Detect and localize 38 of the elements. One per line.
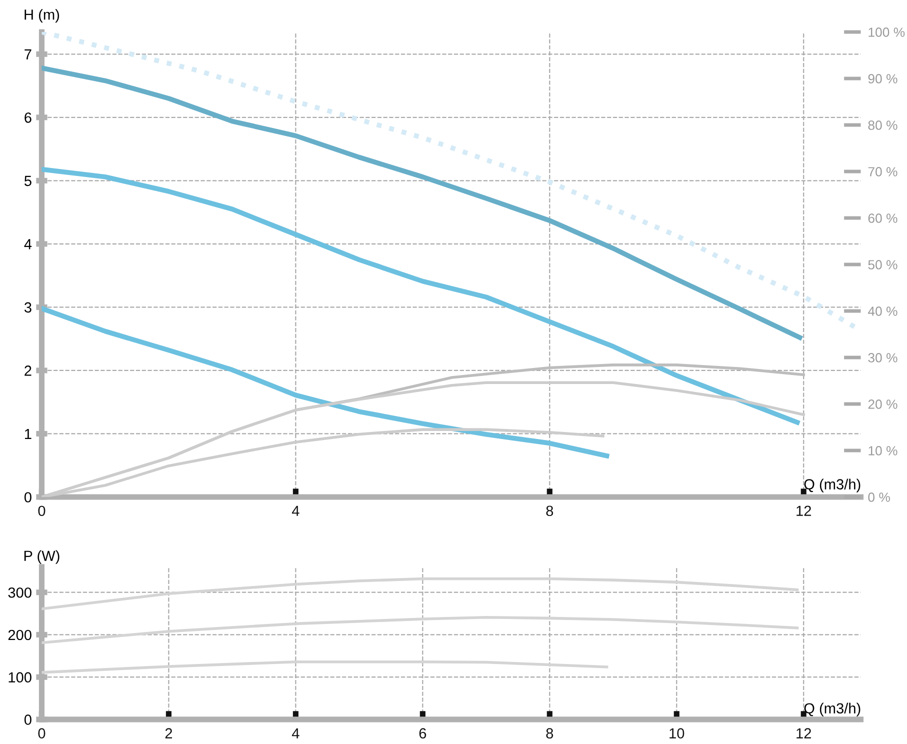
y2-tick-label: 40 % [868,306,898,316]
y-tick-label: 5 [24,176,32,186]
x-tick-label: 10 [670,728,684,738]
y-tick-label: 7 [24,49,32,60]
y2-tick-label: 80 % [868,120,898,130]
y2-tick-label: 50 % [868,260,898,270]
x-tick-label: 12 [796,728,811,738]
y-tick-label: 2 [24,366,32,376]
y-tick-label: 6 [24,112,32,123]
y-tick-label: 100 [8,672,32,683]
y-tick-label: 0 [24,714,32,725]
y-axis-title: H (m) [24,9,60,23]
y-tick-label: 300 [8,587,32,598]
y-axis-title: P (W) [24,550,60,564]
y2-tick-label: 90 % [868,74,898,84]
x-tick-label: 8 [546,506,554,516]
x-tick-label: 0 [38,506,46,516]
x-tick-label: 6 [419,728,426,738]
y2-tick-label: 70 % [868,167,898,176]
x-tick-label: 12 [796,506,811,516]
x-tick-label: 8 [546,728,554,738]
y-tick-label: 1 [25,428,32,440]
y2-tick-label: 100 % [868,28,905,37]
y-tick-label: 200 [8,630,32,640]
y-tick-label: 4 [24,239,32,250]
y2-tick-label: 20 % [868,400,898,409]
y2-tick-label: 0 % [868,492,890,502]
x-tick-label: 4 [292,506,300,516]
y-tick-label: 3 [24,302,32,313]
x-tick-label: 0 [38,728,46,738]
y2-tick-label: 60 % [868,214,898,223]
x-tick-label: 4 [292,728,300,738]
x-axis-title: Q (m3/h) [804,478,860,492]
y2-tick-label: 30 % [868,353,898,362]
x-axis-title: Q (m3/h) [804,702,860,716]
y-tick-label: 0 [24,492,32,502]
x-tick-label: 2 [165,728,172,738]
y2-tick-label: 10 % [868,446,898,456]
